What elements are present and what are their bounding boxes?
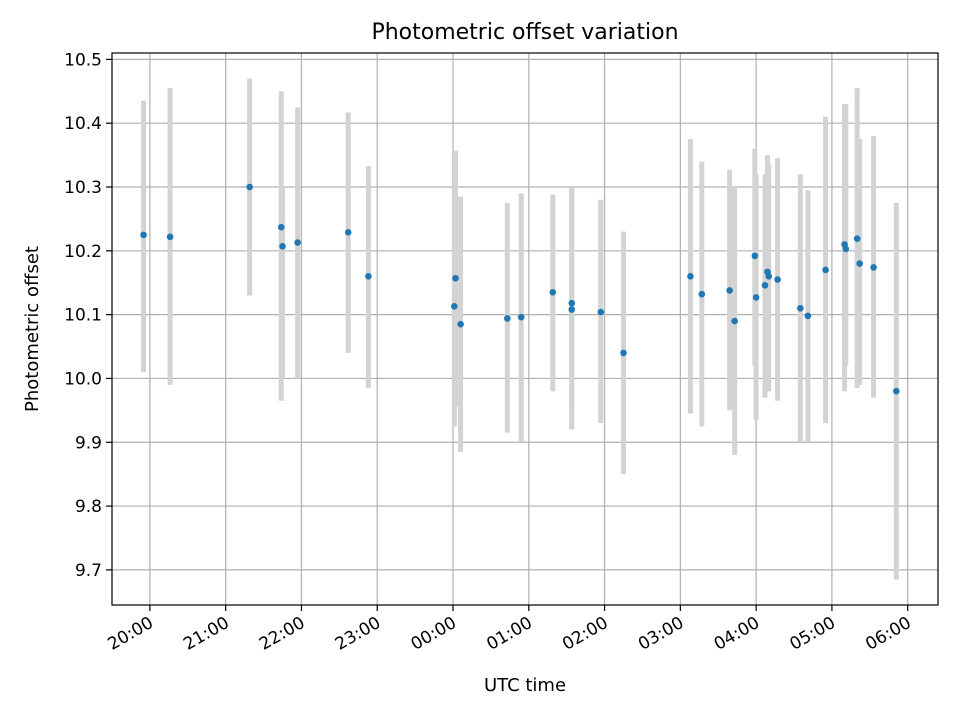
data-point <box>140 231 147 239</box>
data-point <box>277 223 285 231</box>
data-point <box>822 266 829 274</box>
x-tick-label: 01:00 <box>483 613 535 655</box>
data-point <box>856 260 863 267</box>
x-axis-label: UTC time <box>484 675 566 696</box>
data-point <box>893 387 900 395</box>
data-point <box>450 303 458 310</box>
grid-lines <box>112 53 938 605</box>
data-point <box>620 349 627 357</box>
data-point <box>517 313 525 321</box>
data-point <box>797 304 804 312</box>
data-point <box>726 287 733 294</box>
data-point <box>804 312 812 320</box>
x-tick-label: 23:00 <box>332 613 384 655</box>
x-tick-label: 05:00 <box>787 613 839 655</box>
y-tick-label: 10.0 <box>64 369 102 389</box>
data-point <box>731 317 738 325</box>
data-point <box>765 273 773 280</box>
data-point <box>752 294 760 301</box>
data-point <box>452 274 459 282</box>
data-point <box>687 273 694 280</box>
y-tick-label: 10.4 <box>64 114 102 134</box>
data-point <box>761 281 769 289</box>
x-tick-label: 22:00 <box>256 613 308 655</box>
x-tick-label: 04:00 <box>711 613 763 655</box>
data-point <box>504 315 511 322</box>
y-tick-label: 10.1 <box>64 306 102 326</box>
error-bars <box>141 78 899 580</box>
data-point <box>597 308 605 316</box>
y-axis-label: Photometric offset <box>22 246 43 412</box>
data-point <box>457 320 464 328</box>
data-point <box>853 235 861 243</box>
x-axis-ticks: 20:00 21:00 22:00 23:00 00:00 01:00 02:00 03:00… <box>104 605 915 655</box>
y-tick-label: 10.3 <box>64 178 102 198</box>
data-point <box>344 229 352 236</box>
x-tick-label: 03:00 <box>635 613 687 655</box>
chart-title: Photometric offset variation <box>371 20 678 45</box>
data-point <box>568 299 576 307</box>
data-point <box>549 289 557 296</box>
data-point <box>870 264 877 271</box>
y-axis-ticks: 9.7 9.8 9.9 10.0 10.1 10.2 10.3 10.4 10.5 <box>64 50 112 581</box>
plot-frame <box>111 52 939 606</box>
y-tick-label: 9.7 <box>75 561 102 581</box>
data-point <box>751 252 759 260</box>
data-point <box>279 243 286 250</box>
x-tick-label: 21:00 <box>180 613 232 655</box>
data-points <box>140 183 900 395</box>
x-tick-label: 06:00 <box>862 613 914 655</box>
data-point <box>568 306 576 313</box>
x-tick-label: 00:00 <box>408 613 460 655</box>
data-point <box>294 239 301 246</box>
y-tick-label: 10.2 <box>64 242 102 262</box>
data-point <box>842 245 850 253</box>
data-point <box>246 183 253 191</box>
x-tick-label: 02:00 <box>559 613 611 655</box>
y-tick-label: 9.8 <box>75 497 102 517</box>
data-point <box>166 233 174 241</box>
x-tick-label: 20:00 <box>104 613 156 655</box>
data-point <box>698 290 706 298</box>
y-tick-label: 9.9 <box>75 433 102 453</box>
data-point <box>774 276 781 283</box>
data-point <box>365 273 372 280</box>
y-tick-label: 10.5 <box>64 50 102 70</box>
